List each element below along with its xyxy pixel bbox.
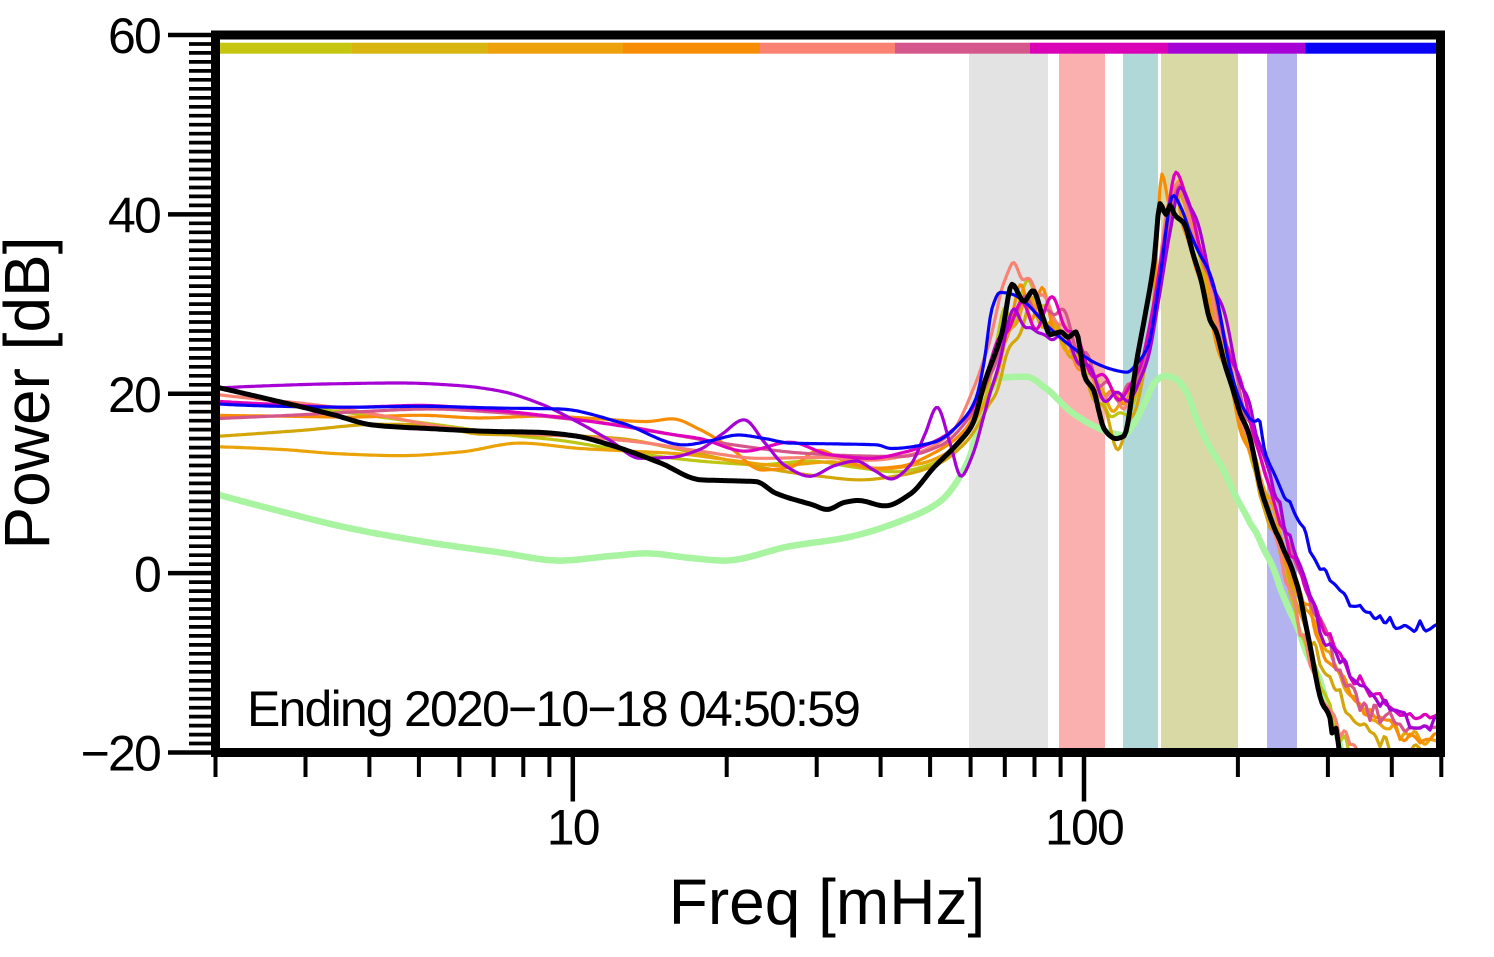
svg-text:0: 0 [134,546,160,602]
svg-text:20: 20 [108,367,160,423]
svg-text:60: 60 [108,8,160,64]
svg-text:−20: −20 [81,726,160,782]
svg-text:40: 40 [108,188,160,244]
svg-text:Ending 2020−10−18 04:50:59: Ending 2020−10−18 04:50:59 [247,681,859,737]
svg-text:10: 10 [547,800,599,856]
svg-text:100: 100 [1045,800,1123,856]
svg-text:Freq [mHz]: Freq [mHz] [669,866,985,938]
svg-text:Power [dB]: Power [dB] [0,236,63,549]
